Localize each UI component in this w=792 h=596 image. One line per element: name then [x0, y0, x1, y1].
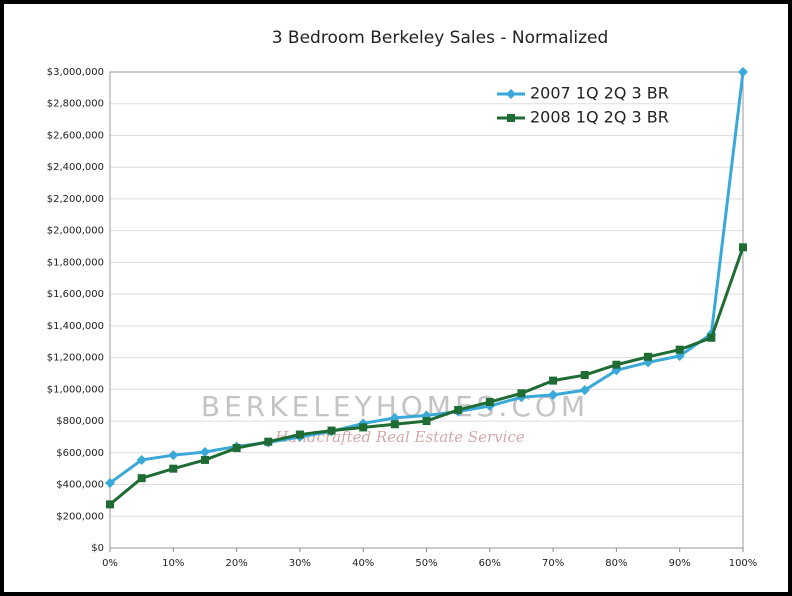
- point: [549, 376, 558, 385]
- point: [136, 454, 147, 465]
- chart-title: 3 Bedroom Berkeley Sales - Normalized: [272, 28, 609, 48]
- point: [548, 389, 559, 400]
- point: [644, 352, 653, 361]
- legend-label: 2008 1Q 2Q 3 BR: [530, 108, 669, 127]
- point: [390, 420, 399, 429]
- point: [106, 500, 114, 509]
- y-tick-label: $2,400,000: [47, 162, 104, 173]
- point: [199, 447, 210, 458]
- x-tick-label: 70%: [542, 558, 564, 569]
- point: [359, 423, 368, 432]
- point: [169, 464, 178, 473]
- point: [232, 444, 241, 453]
- y-tick-label: $600,000: [56, 448, 104, 459]
- y-tick-label: $1,200,000: [47, 353, 104, 364]
- point: [200, 455, 209, 464]
- y-tick-label: $400,000: [56, 480, 104, 491]
- point: [612, 360, 621, 369]
- point: [517, 389, 526, 398]
- x-tick-label: 80%: [605, 558, 627, 569]
- y-tick-label: $1,400,000: [47, 321, 104, 332]
- point: [739, 243, 747, 252]
- point: [707, 333, 716, 342]
- x-tick-label: 40%: [352, 558, 374, 569]
- y-tick-label: $3,000,000: [47, 67, 104, 78]
- point: [168, 450, 179, 461]
- point: [580, 371, 589, 380]
- x-tick-label: 60%: [479, 558, 501, 569]
- legend-label: 2007 1Q 2Q 3 BR: [530, 84, 669, 103]
- y-tick-label: $0: [91, 543, 104, 554]
- x-tick-label: 50%: [415, 558, 437, 569]
- point: [579, 385, 590, 396]
- y-tick-label: $1,600,000: [47, 289, 104, 300]
- y-tick-label: $1,000,000: [47, 384, 104, 395]
- point: [675, 345, 684, 354]
- point: [485, 398, 494, 407]
- point: [264, 437, 273, 446]
- legend-marker: [507, 114, 515, 122]
- y-tick-label: $2,000,000: [47, 226, 104, 237]
- x-tick-label: 10%: [162, 558, 184, 569]
- point: [738, 67, 748, 77]
- x-tick-label: 0%: [102, 558, 118, 569]
- x-tick-label: 90%: [669, 558, 691, 569]
- x-tick-label: 100%: [729, 558, 758, 569]
- point: [105, 477, 115, 488]
- y-tick-label: $1,800,000: [47, 257, 104, 268]
- point: [454, 405, 463, 414]
- y-tick-label: $2,200,000: [47, 194, 104, 205]
- legend-marker: [506, 89, 516, 99]
- point: [295, 430, 304, 439]
- point: [137, 474, 146, 483]
- x-tick-label: 30%: [289, 558, 311, 569]
- y-tick-label: $800,000: [56, 416, 104, 427]
- point: [327, 426, 336, 435]
- y-tick-label: $2,600,000: [47, 130, 104, 141]
- y-tick-label: $200,000: [56, 511, 104, 522]
- y-tick-label: $2,800,000: [47, 99, 104, 110]
- point: [422, 417, 431, 426]
- watermark-tagline: Handcrafted Real Estate Service: [274, 428, 525, 446]
- x-tick-label: 20%: [225, 558, 247, 569]
